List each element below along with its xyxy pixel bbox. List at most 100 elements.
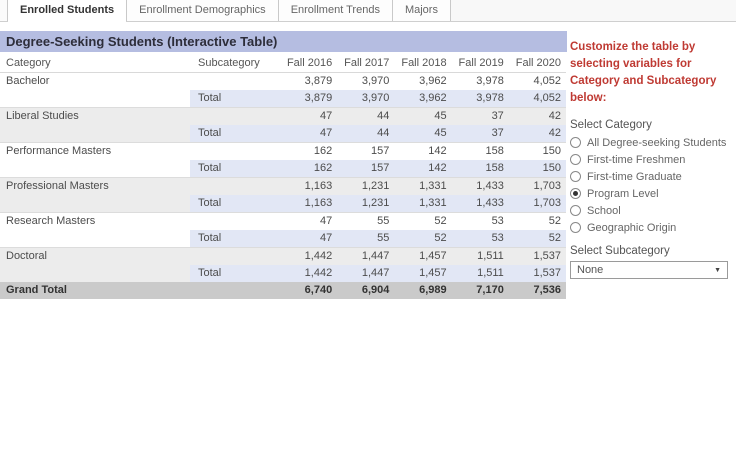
value-cell: 47 [319, 215, 333, 227]
subcategory-cell [190, 73, 280, 90]
tab-enrolled-students[interactable]: Enrolled Students [8, 0, 128, 22]
value-cell: 1,537 [508, 265, 567, 282]
category-cell: Doctoral [0, 248, 190, 265]
value-cell: 142 [394, 160, 452, 177]
radio-label: First-time Freshmen [587, 153, 686, 166]
category-cell [0, 160, 190, 177]
grand-total-value: 7,536 [533, 284, 562, 296]
panel-instructions: Customize the table by selecting variabl… [570, 41, 717, 104]
value-cell: 55 [337, 230, 395, 247]
table-row: Doctoral 1,442 1,447 1,457 1,511 1,537 [0, 247, 567, 265]
value-cell: 1,442 [280, 265, 338, 282]
radio-icon [570, 154, 581, 165]
value-cell: 3,970 [361, 75, 390, 87]
category-radio-group: All Degree-seeking Students First-time Fr… [570, 134, 733, 236]
radio-option-school[interactable]: School [570, 202, 733, 219]
enrollment-table: Category Subcategory Fall 2016 Fall 2017… [0, 55, 567, 299]
radio-option-program-level[interactable]: Program Level [570, 185, 733, 202]
radio-icon [570, 171, 581, 182]
select-subcategory-label: Select Subcategory [570, 245, 670, 257]
value-cell: 1,457 [394, 265, 452, 282]
radio-option-all-degree-seeking-students[interactable]: All Degree-seeking Students [570, 134, 733, 151]
total-label-cell: Total [190, 265, 280, 282]
grand-total-row: Grand Total 6,740 6,904 6,989 7,170 7,53… [0, 282, 566, 299]
value-cell: 3,962 [394, 90, 452, 107]
radio-label: First-time Graduate [587, 170, 682, 183]
tab-bar-filler [450, 0, 736, 21]
subcategory-cell [190, 178, 280, 195]
value-cell: 52 [434, 215, 447, 227]
radio-icon [570, 222, 581, 233]
tab-bar-lead [0, 0, 8, 21]
radio-icon [570, 205, 581, 216]
radio-option-geographic-origin[interactable]: Geographic Origin [570, 219, 733, 236]
table-row: Liberal Studies 47 44 45 37 42 [0, 107, 567, 125]
value-cell: 1,163 [280, 178, 338, 195]
value-cell: 47 [280, 125, 338, 142]
subcategory-dropdown-value: None [577, 264, 604, 276]
value-cell: 45 [394, 125, 452, 142]
table-row: Total 1,442 1,447 1,457 1,511 1,537 [0, 265, 567, 282]
value-cell: 52 [548, 215, 562, 227]
value-cell: 45 [394, 108, 452, 125]
total-label-cell: Total [190, 90, 280, 107]
value-cell: 37 [451, 108, 509, 125]
value-cell: 1,511 [451, 265, 509, 282]
radio-icon [570, 137, 581, 148]
value-cell: 157 [337, 160, 395, 177]
value-cell: 162 [280, 160, 338, 177]
radio-label: School [587, 204, 621, 217]
value-cell: 1,457 [394, 248, 452, 265]
value-cell: 142 [428, 145, 447, 157]
column-header-category: Category [6, 57, 51, 69]
value-cell: 3,879 [280, 90, 338, 107]
value-cell: 1,442 [280, 248, 338, 265]
value-cell: 150 [508, 160, 567, 177]
category-cell: Performance Masters [6, 145, 112, 157]
table-row: Total 162 157 142 158 150 [0, 160, 567, 177]
value-cell: 52 [394, 230, 452, 247]
column-header-fall2020: Fall 2020 [515, 57, 562, 69]
value-cell: 1,331 [394, 178, 452, 195]
category-cell [0, 195, 190, 212]
value-cell: 1,703 [508, 195, 567, 212]
category-cell [0, 230, 190, 247]
tab-enrollment-trends[interactable]: Enrollment Trends [278, 0, 393, 21]
value-cell: 53 [491, 215, 504, 227]
column-header-fall2016: Fall 2016 [286, 57, 333, 69]
category-cell: Liberal Studies [0, 108, 190, 125]
category-cell: Bachelor [6, 75, 50, 87]
value-cell: 47 [280, 108, 338, 125]
value-cell: 44 [337, 108, 395, 125]
value-cell: 3,879 [304, 75, 333, 87]
value-cell: 3,978 [476, 75, 504, 87]
tab-enrollment-demographics[interactable]: Enrollment Demographics [127, 0, 279, 21]
value-cell: 157 [371, 145, 390, 157]
value-cell: 4,052 [508, 90, 567, 107]
radio-label: Geographic Origin [587, 221, 677, 234]
value-cell: 42 [508, 125, 567, 142]
table-row: Research Masters 47 55 52 53 52 [0, 212, 566, 230]
radio-option-first-time-freshmen[interactable]: First-time Freshmen [570, 151, 733, 168]
value-cell: 1,331 [394, 195, 452, 212]
value-cell: 1,433 [451, 178, 509, 195]
column-header-fall2018: Fall 2018 [401, 57, 447, 69]
value-cell: 3,962 [419, 75, 447, 87]
category-cell [0, 125, 190, 142]
value-cell: 150 [542, 145, 562, 157]
table-body: Bachelor 3,879 3,970 3,962 3,978 4,052 Total 3,… [0, 73, 567, 282]
value-cell: 1,447 [337, 248, 395, 265]
table-row: Total 3,879 3,970 3,962 3,978 4,052 [0, 90, 567, 107]
value-cell: 1,703 [508, 178, 567, 195]
subcategory-cell [190, 213, 280, 230]
page-title: Degree-Seeking Students (Interactive Tab… [0, 31, 567, 52]
tab-majors[interactable]: Majors [392, 0, 451, 21]
radio-label: Program Level [587, 187, 659, 200]
subcategory-dropdown[interactable]: None ▼ [570, 261, 728, 279]
radio-option-first-time-graduate[interactable]: First-time Graduate [570, 168, 733, 185]
table-row: Total 47 55 52 53 52 [0, 230, 567, 247]
value-cell: 4,052 [533, 75, 562, 87]
grand-total-value: 7,170 [476, 284, 504, 296]
radio-label: All Degree-seeking Students [587, 136, 727, 149]
value-cell: 1,163 [280, 195, 338, 212]
